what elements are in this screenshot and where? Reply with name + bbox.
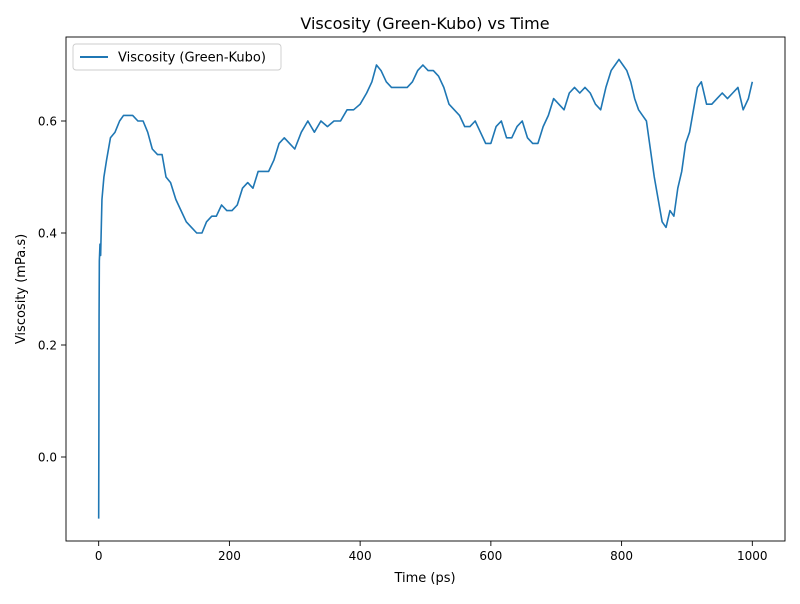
- x-tick-label: 600: [479, 549, 502, 563]
- x-axis-label: Time (ps): [393, 571, 455, 586]
- y-tick-label: 0.6: [38, 115, 57, 129]
- x-tick-label: 0: [95, 549, 103, 563]
- x-tick-label: 200: [218, 549, 241, 563]
- y-tick-label: 0.0: [38, 451, 57, 465]
- chart-title: Viscosity (Green-Kubo) vs Time: [300, 14, 549, 33]
- legend-label: Viscosity (Green-Kubo): [118, 51, 266, 66]
- x-axis-ticks: 0 200 400 600 800 1000: [95, 541, 768, 563]
- x-tick-label: 400: [349, 549, 372, 563]
- viscosity-series-line: [97, 58, 754, 519]
- legend: Viscosity (Green-Kubo): [72, 43, 282, 71]
- axes-frame: [65, 36, 786, 542]
- y-tick-label: 0.4: [38, 227, 57, 241]
- x-tick-label: 1000: [737, 549, 768, 563]
- legend-box: [72, 43, 282, 71]
- y-axis-label: Viscosity (mPa.s): [14, 234, 29, 344]
- plot-area: [65, 36, 786, 542]
- x-tick-label: 800: [610, 549, 633, 563]
- y-tick-label: 0.2: [38, 339, 57, 353]
- y-axis-ticks: 0.0 0.2 0.4 0.6: [38, 115, 66, 465]
